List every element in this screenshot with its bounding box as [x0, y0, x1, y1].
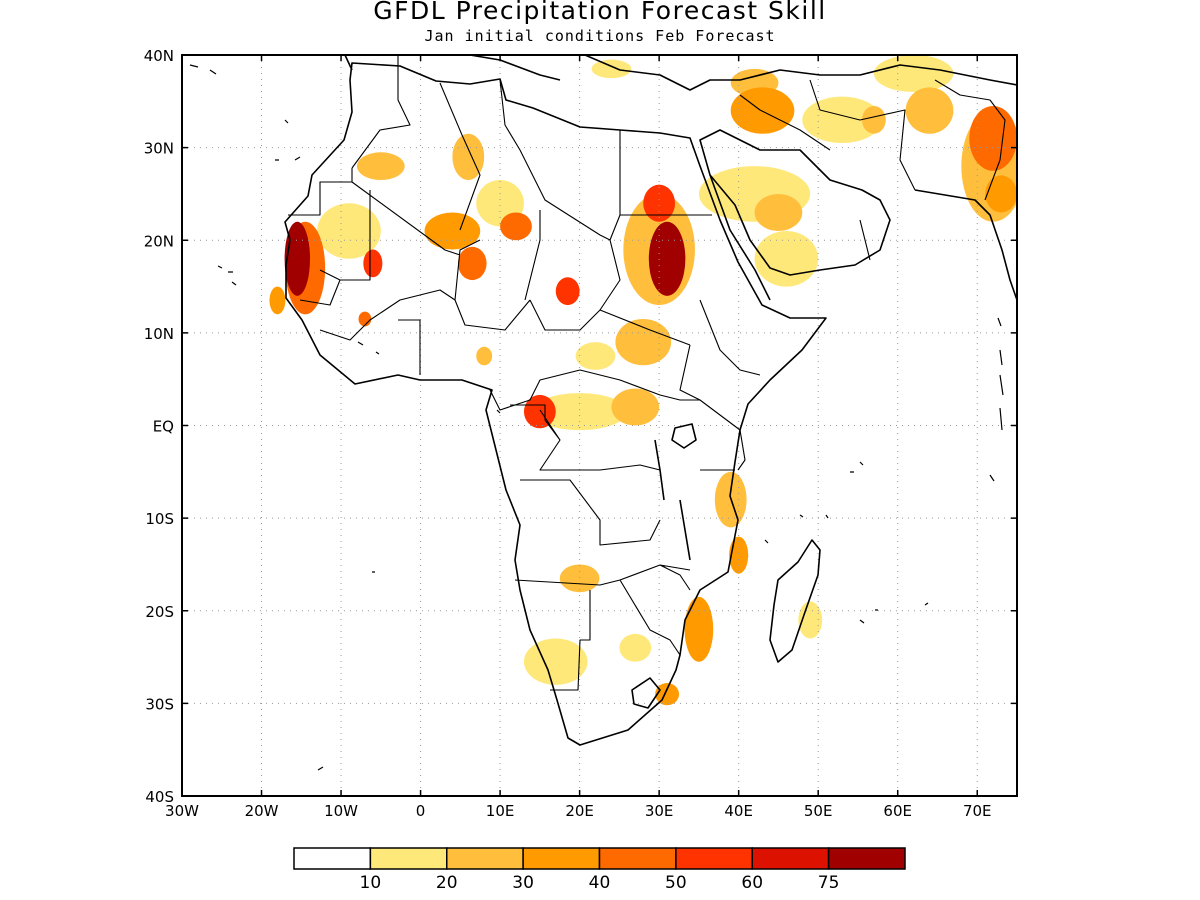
skill-region-16 — [611, 388, 660, 426]
lat-tick-label: 30N — [144, 140, 174, 158]
country-borders — [288, 55, 1006, 691]
skill-region-5 — [619, 633, 652, 662]
lon-tick-label: 20E — [565, 802, 594, 820]
colorbar-label: 20 — [436, 873, 458, 893]
skill-region-15 — [615, 318, 672, 366]
lat-tick-label: 20S — [145, 603, 174, 621]
lake-victoria — [671, 423, 697, 449]
lat-tick-label: 10S — [145, 510, 174, 528]
india-coastline — [914, 189, 1017, 301]
skill-region-34 — [457, 246, 487, 281]
lon-tick-label: 10W — [324, 802, 358, 820]
lon-tick-label: 20W — [245, 802, 279, 820]
skill-region-11 — [591, 59, 632, 79]
skill-region-31 — [269, 286, 286, 315]
lat-tick-label: 30S — [145, 695, 174, 713]
skill-region-0 — [317, 203, 381, 259]
colorbar-label: 10 — [360, 873, 382, 893]
skill-region-10 — [873, 55, 954, 93]
islands — [189, 64, 1004, 771]
colorbar-swatch-4 — [598, 847, 677, 870]
skill-region-3 — [531, 393, 628, 431]
lesotho-outline — [631, 677, 661, 709]
skill-region-26 — [729, 536, 749, 574]
colorbar-label: 40 — [589, 873, 611, 893]
axis-ticks: 30W 20W 10W 0 10E 20E 30E 40E 50E 60E 70E 40N 30N 20N… — [144, 47, 1017, 820]
colorbar-swatch-0 — [293, 847, 372, 870]
lon-tick-label: 40E — [724, 802, 753, 820]
skill-region-24 — [476, 346, 493, 366]
skill-region-28 — [655, 682, 680, 706]
skill-region-6 — [798, 601, 823, 639]
map-subtitle: Jan initial conditions Feb Forecast — [424, 27, 776, 45]
arabia-coastline — [699, 129, 891, 276]
lon-tick-label: 10E — [486, 802, 515, 820]
skill-region-40 — [523, 394, 556, 429]
skill-region-21 — [861, 105, 886, 134]
lat-tick-label: 40S — [145, 788, 174, 806]
lat-tick-label: 20N — [144, 232, 174, 250]
skill-region-2 — [575, 342, 616, 370]
colorbar-swatch-1 — [369, 847, 448, 870]
colorbar-swatch-3 — [522, 847, 601, 870]
africa-coastline — [284, 62, 827, 746]
colorbar-label: 60 — [741, 873, 763, 893]
coastlines-and-borders — [189, 55, 1017, 771]
skill-region-39 — [643, 184, 676, 222]
lon-tick-label: 50E — [804, 802, 833, 820]
skill-region-35 — [969, 105, 1017, 171]
madagascar-coastline — [769, 539, 821, 663]
skill-region-12 — [356, 152, 405, 181]
skill-region-13 — [452, 133, 485, 181]
lon-tick-label: 60E — [883, 802, 912, 820]
colorbar-swatch-2 — [446, 847, 524, 870]
skill-region-18 — [559, 564, 600, 593]
skill-region-36 — [358, 311, 372, 327]
skill-region-27 — [684, 596, 714, 662]
colorbar-swatch-5 — [675, 847, 753, 870]
skill-region-25 — [424, 212, 481, 250]
red-sea-east-coast — [709, 174, 771, 301]
colorbar: 10 20 30 40 50 60 75 — [293, 847, 906, 893]
colorbar-swatch-7 — [827, 847, 906, 870]
colorbar-label: 75 — [818, 873, 840, 893]
skill-region-30 — [985, 175, 1017, 213]
skill-region-37 — [363, 249, 383, 278]
skill-region-42 — [648, 221, 686, 296]
lake-malawi — [679, 499, 691, 561]
skill-region-9 — [802, 96, 882, 143]
colorbar-label: 50 — [665, 873, 687, 893]
skill-region-33 — [500, 212, 532, 241]
lon-tick-label: 30E — [645, 802, 674, 820]
lon-tick-label: 70E — [963, 802, 992, 820]
colorbar-label: 30 — [512, 873, 534, 893]
lon-tick-label: 0 — [416, 802, 426, 820]
lat-tick-label: EQ — [153, 418, 174, 436]
mediterranean-north-coast — [344, 55, 1017, 91]
skill-region-29 — [730, 87, 795, 134]
skill-region-19 — [754, 193, 803, 231]
skill-shading — [269, 55, 1017, 706]
lat-tick-label: 40N — [144, 47, 174, 65]
colorbar-swatch-6 — [751, 847, 830, 870]
skill-region-38 — [555, 277, 580, 306]
lon-tick-label: 30W — [165, 802, 199, 820]
skill-region-22 — [905, 87, 954, 134]
map-title: GFDL Precipitation Forecast Skill — [373, 0, 827, 25]
lat-tick-label: 10N — [144, 325, 174, 343]
